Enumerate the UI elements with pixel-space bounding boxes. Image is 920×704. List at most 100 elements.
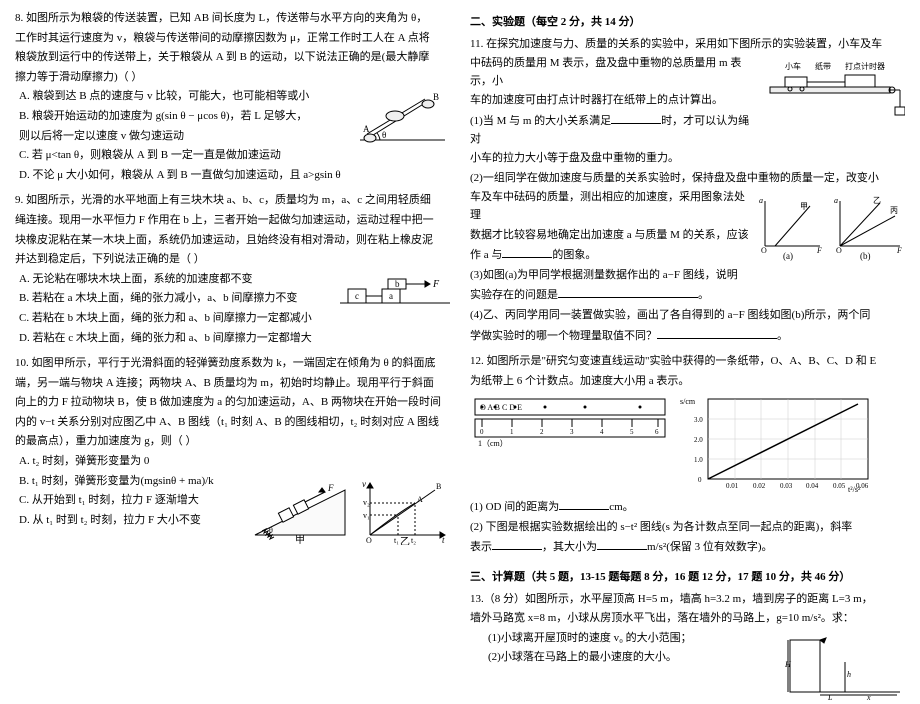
tape-ruler-icon: O A B C D E 012 3456 — [470, 394, 670, 449]
svg-text:0: 0 — [480, 428, 484, 436]
blank-field — [559, 498, 609, 510]
svg-text:0.04: 0.04 — [806, 482, 819, 490]
svg-text:F: F — [896, 246, 902, 255]
svg-text:2.0: 2.0 — [694, 436, 703, 444]
svg-text:0.01: 0.01 — [726, 482, 739, 490]
timer-label: 打点计时器 — [845, 61, 885, 71]
svg-text:c: c — [355, 291, 359, 301]
q8-opt-d: D. 不论 μ 大小如何，粮袋从 A 到 B 一直做匀加速运动，且 a>gsin… — [19, 167, 450, 185]
svg-text:a: a — [834, 196, 838, 205]
q8-opt-c: C. 若 μ<tan θ，则粮袋从 A 到 B 一定一直是做加速运动 — [19, 147, 450, 165]
blank-field — [611, 112, 661, 124]
svg-text:t₁: t₁ — [394, 536, 399, 545]
q11-p1: (1)当 M 与 m 的大小关系满足时，才可以认为绳对 — [470, 112, 905, 148]
svg-text:x: x — [866, 693, 871, 702]
svg-text:v: v — [362, 479, 366, 489]
svg-text:0: 0 — [698, 476, 702, 484]
svg-text:丙: 丙 — [890, 206, 898, 215]
chart-ylabel: s/cm — [680, 397, 696, 406]
section-3-heading: 三、计算题（共 5 题，13-15 题每题 8 分，16 题 12 分，17 题… — [470, 569, 905, 587]
q11-p1c: 小车的拉力大小等于盘及盘中重物的重力。 — [470, 150, 905, 168]
section-2-heading: 二、实验题（每空 2 分，共 14 分） — [470, 14, 905, 32]
q12-p2d: m/s²(保留 3 位有效数字)。 — [647, 541, 773, 553]
q11-p3b-text: 实验存在的问题是 — [470, 289, 558, 301]
q12-p1b: cm。 — [609, 501, 633, 513]
svg-text:0.03: 0.03 — [780, 482, 793, 490]
left-column: 8. 如图所示为粮袋的传送装置，已知 AB 间长度为 L，传送带与水平方向的夹角… — [15, 10, 450, 640]
svg-text:1.0: 1.0 — [694, 456, 703, 464]
q13-stem: 墙外马路宽 x=8 m，小球从房顶水平飞出，落在墙外的马路上，g=10 m/s²… — [470, 610, 905, 628]
q11-p4c-text: 。 — [777, 330, 788, 342]
svg-text:L: L — [827, 693, 833, 702]
svg-text:4: 4 — [600, 428, 604, 436]
q9-stem: 并达到稳定后，下列说法正确的是（ ） — [15, 251, 450, 269]
svg-text:h: h — [847, 670, 851, 679]
ruler-unit: 1（cm） — [478, 439, 508, 448]
conveyor-icon: A B θ — [355, 90, 450, 145]
q8-stem: 擦力等于滑动摩擦力)（ ） — [15, 69, 450, 87]
q9-stem: 9. 如图所示，光滑的水平地面上有三块木块 a、b、c，质量均为 m，a、c 之… — [15, 192, 450, 210]
svg-text:甲: 甲 — [295, 535, 305, 545]
svg-text:F: F — [327, 483, 334, 493]
q13-stem: 13.（8 分）如图所示，水平屋顶高 H=5 m，墙高 h=3.2 m，墙到房子… — [470, 591, 905, 609]
question-10: 10. 如图甲所示，平行于光滑斜面的轻弹簧劲度系数为 k，一端固定在倾角为 θ … — [15, 355, 450, 547]
svg-text:3: 3 — [570, 428, 574, 436]
svg-text:1: 1 — [510, 428, 514, 436]
q10-opt-a: A. t₂ 时刻，弹簧形变量为 0 — [19, 453, 450, 471]
svg-text:t: t — [442, 535, 445, 545]
projectile-house-icon: H h L x — [785, 632, 905, 702]
blank-field — [502, 246, 552, 258]
question-12: 12. 如图所示是"研究匀变速直线运动"实验中获得的一条纸带，O、A、B、C、D… — [470, 353, 905, 559]
q12-stem: 为纸带上 6 个计数点。加速度大小用 a 表示。 — [470, 373, 905, 391]
q11-p1-text: (1)当 M 与 m 的大小关系满足 — [470, 115, 611, 127]
tape-label: 纸带 — [815, 61, 831, 71]
svg-text:B: B — [436, 482, 441, 491]
blocks-icon: c a b F — [340, 273, 450, 308]
svg-text:6: 6 — [655, 428, 659, 436]
svg-text:F: F — [816, 246, 822, 255]
cart-timer-icon: 小车 纸带 打点计时器 — [765, 57, 905, 117]
car-label: 小车 — [785, 61, 801, 71]
blank-field — [597, 538, 647, 550]
q9-opt-c: C. 若粘在 b 木块上面，绳的张力和 a、b 间摩擦力一定都减小 — [19, 310, 450, 328]
q11-p3a: (3)如图(a)为甲同学根据测量数据作出的 a−F 图线，说明 — [470, 267, 905, 285]
question-13: 13.（8 分）如图所示，水平屋顶高 H=5 m，墙高 h=3.2 m，墙到房子… — [470, 591, 905, 704]
q10-stem: 向上的力 F 拉动物块 B，使 B 做加速度为 a 的匀加速运动，A、B 两物块… — [15, 394, 450, 412]
q10-figure: F θ 甲 v t B A — [250, 475, 450, 545]
q10-stem: 的最高点），重力加速度为 g，则（ ） — [15, 433, 450, 451]
q8-stem: 工作时其运行速度为 v，粮袋与传送带间的动摩擦因数为 μ，正常工作时工人在 A … — [15, 30, 450, 48]
svg-text:v₁: v₁ — [363, 511, 370, 520]
svg-text:O: O — [836, 246, 842, 255]
svg-text:0.05: 0.05 — [833, 482, 846, 490]
blank-field — [657, 327, 777, 339]
st2-chart: 01.02.03.0 0.010.020.03 0.040.050.06 s/c… — [678, 394, 878, 494]
svg-text:乙: 乙 — [873, 196, 881, 205]
q11-p2d-text: 作 a 与 — [470, 249, 502, 261]
svg-text:O: O — [366, 536, 372, 545]
q10-stem: 内的 v−t 关系分别对应图乙中 A、B 图线（t₁ 时刻 A、B 的图线相切，… — [15, 414, 450, 432]
q10-stem: 端，另一端与物块 A 连接；两物块 A、B 质量均为 m，初始时均静止。现用平行… — [15, 375, 450, 393]
q11-p4a: (4)乙、丙同学用同一装置做实验，画出了各自得到的 a−F 图线如图(b)所示，… — [470, 307, 905, 325]
q11-p4b: 学做实验时的哪一个物理量取值不同？ 。 — [470, 327, 905, 346]
q12-p2c: ，其大小为 — [542, 541, 597, 553]
question-8: 8. 如图所示为粮袋的传送装置，已知 AB 间长度为 L，传送带与水平方向的夹角… — [15, 10, 450, 186]
svg-text:t₂: t₂ — [411, 536, 416, 545]
q11-p4b-text: 学做实验时的哪一个物理量取值不同？ — [470, 330, 657, 342]
q13-figure: H h L x — [785, 632, 905, 702]
svg-text:v₂: v₂ — [363, 498, 370, 507]
svg-text:乙: 乙 — [400, 536, 410, 545]
right-column: 二、实验题（每空 2 分，共 14 分） 11. 在探究加速度与力、质量的关系的… — [470, 10, 905, 640]
question-9: 9. 如图所示，光滑的水平地面上有三块木块 a、b、c，质量均为 m，a、c 之… — [15, 192, 450, 349]
q12-p2a: (2) 下图是根据实验数据绘出的 s−t² 图线(s 为各计数点至同一起点的距离… — [470, 519, 905, 537]
q11-p3c-text: 。 — [698, 289, 709, 301]
q12-p1a: (1) OD 间的距离为 — [470, 501, 559, 513]
q11-device-figure: 小车 纸带 打点计时器 — [765, 57, 905, 117]
q8-stem: 8. 如图所示为粮袋的传送装置，已知 AB 间长度为 L，传送带与水平方向的夹角… — [15, 10, 450, 28]
blank-field — [558, 286, 698, 298]
aF-graphs-icon: a F O 甲 a F O 乙 丙 (a) (b) — [755, 191, 905, 261]
q11-p3b: 实验存在的问题是 。 — [470, 286, 905, 305]
q8-figure: A B θ — [355, 90, 450, 145]
svg-text:F: F — [432, 279, 440, 290]
svg-text:b: b — [395, 279, 400, 289]
q9-stem: 块橡皮泥粘在某一木块上面，系统仍加速运动，且始终没有相对滑动，则在粘上橡皮泥 — [15, 232, 450, 250]
